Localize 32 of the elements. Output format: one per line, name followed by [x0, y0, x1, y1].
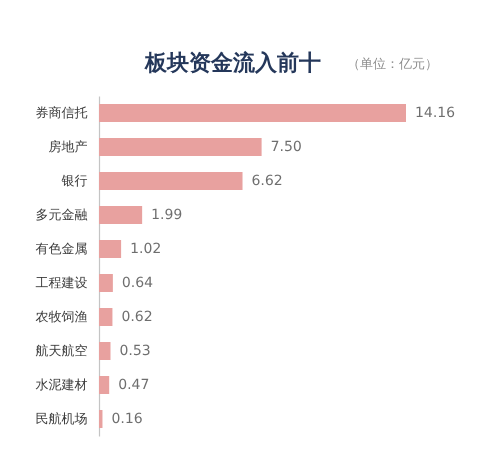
- y-tick-label: 民航机场: [36, 412, 88, 427]
- bar: [99, 274, 113, 292]
- data-label: 0.47: [118, 377, 150, 393]
- bar: [99, 104, 406, 122]
- data-label: 1.99: [151, 207, 182, 223]
- y-tick-label: 券商信托: [36, 106, 88, 121]
- data-label: 0.53: [119, 343, 151, 359]
- bar: [99, 376, 110, 394]
- bar: [99, 342, 110, 360]
- chart-title: 板块资金流入前十: [144, 50, 321, 76]
- y-tick-label: 水泥建材: [36, 378, 88, 393]
- data-label: 6.62: [252, 173, 283, 189]
- data-label: 0.16: [111, 411, 143, 427]
- y-tick-label: 银行: [60, 174, 88, 189]
- bar: [99, 410, 102, 428]
- y-tick-label: 工程建设: [36, 276, 88, 291]
- y-tick-label: 房地产: [48, 139, 88, 155]
- bar: [99, 308, 112, 326]
- data-label: 14.16: [415, 105, 456, 121]
- y-tick-label: 农牧饲渔: [36, 310, 88, 325]
- chart-subtitle: （单位：亿元）: [347, 57, 438, 72]
- y-tick-label: 有色金属: [36, 242, 88, 257]
- bar: [99, 172, 243, 190]
- data-label: 1.02: [130, 241, 162, 257]
- y-tick-label: 多元金融: [36, 208, 88, 223]
- data-label: 7.50: [270, 139, 302, 155]
- bar: [99, 138, 262, 156]
- bar: [99, 206, 142, 224]
- y-tick-label: 航天航空: [36, 344, 88, 359]
- data-label: 0.64: [122, 275, 154, 291]
- bar: [99, 240, 122, 258]
- data-label: 0.62: [121, 309, 153, 325]
